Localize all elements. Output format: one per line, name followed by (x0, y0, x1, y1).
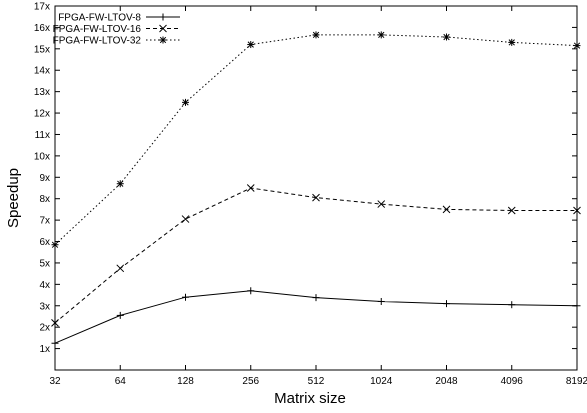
y-tick-label: 14x (34, 66, 50, 77)
y-tick-label: 11x (35, 130, 50, 141)
data-point-marker (312, 31, 320, 39)
x-tick-label: 128 (177, 376, 194, 387)
x-tick-label: 8192 (566, 376, 587, 387)
data-point-marker (377, 200, 386, 208)
y-tick-label: 12x (34, 109, 50, 120)
y-tick-label: 17x (34, 2, 50, 13)
data-point-marker (312, 193, 320, 202)
y-tick-label: 7x (39, 216, 50, 227)
series-line-3 (54, 34, 578, 246)
data-point-marker (116, 311, 124, 319)
y-tick-label: 2x (39, 323, 50, 334)
y-tick-label: 16x (34, 23, 50, 34)
data-point-marker (442, 205, 451, 214)
data-point-marker (508, 38, 516, 46)
data-point-marker (573, 206, 581, 215)
y-tick-label: 6x (39, 237, 50, 248)
y-tick-label: 8x (39, 194, 50, 205)
data-point-marker (573, 42, 581, 50)
data-point-marker (573, 302, 581, 310)
legend-marker (159, 36, 167, 44)
data-point-marker (116, 264, 125, 273)
data-point-marker (246, 184, 255, 192)
data-point-marker (51, 241, 59, 249)
data-point-marker (247, 287, 255, 295)
x-tick-label: 512 (308, 376, 325, 387)
axes: 1x 2x 3x 4x 5x 6x 7x 8x 9x 10x 11x 12x 13x 14x 15x 16x 1… (34, 2, 587, 388)
data-point-marker (181, 215, 190, 223)
x-tick-label: 4096 (501, 376, 524, 387)
data-point-marker (51, 339, 59, 347)
y-tick-label: 3x (39, 301, 50, 312)
data-point-marker (247, 41, 255, 49)
y-tick-label: 9x (39, 173, 50, 184)
data-point-marker (377, 297, 385, 305)
data-point-marker (508, 301, 516, 309)
x-tick-label: 256 (242, 376, 259, 387)
series-line-2 (54, 187, 577, 324)
y-tick-label: 15x (34, 44, 50, 55)
legend-label: FPGA-FW-LTOV-8 (58, 13, 141, 24)
y-axis-label: Speedup (5, 168, 22, 228)
data-point-marker (443, 33, 450, 41)
y-tick-label: 1x (39, 344, 50, 355)
x-axis-label: Matrix size (274, 390, 346, 407)
y-tick-label: 10x (34, 151, 50, 162)
legend-marker (159, 24, 167, 33)
data-point-marker (182, 98, 189, 106)
data-point-marker (182, 293, 189, 301)
legend-label: FPGA-FW-LTOV-32 (53, 36, 142, 47)
data-point-marker (443, 300, 450, 308)
legend-label: FPGA-FW-LTOV-16 (53, 24, 142, 35)
series-lines (51, 31, 581, 347)
data-point-marker (312, 294, 320, 302)
data-point-marker (51, 319, 59, 327)
x-tick-label: 1024 (370, 376, 393, 387)
x-tick-label: 2048 (435, 376, 458, 387)
y-tick-label: 13x (34, 87, 50, 98)
legend-marker (159, 13, 167, 21)
x-tick-label: 32 (49, 376, 61, 387)
x-tick-label: 64 (115, 376, 127, 387)
data-point-marker (377, 31, 385, 39)
data-point-marker (507, 206, 516, 215)
legend: FPGA-FW-LTOV-8FPGA-FW-LTOV-16FPGA-FW-LTO… (53, 13, 180, 47)
y-tick-label: 5x (39, 258, 50, 269)
y-tick-label: 4x (39, 280, 50, 291)
data-point-marker (116, 180, 124, 188)
